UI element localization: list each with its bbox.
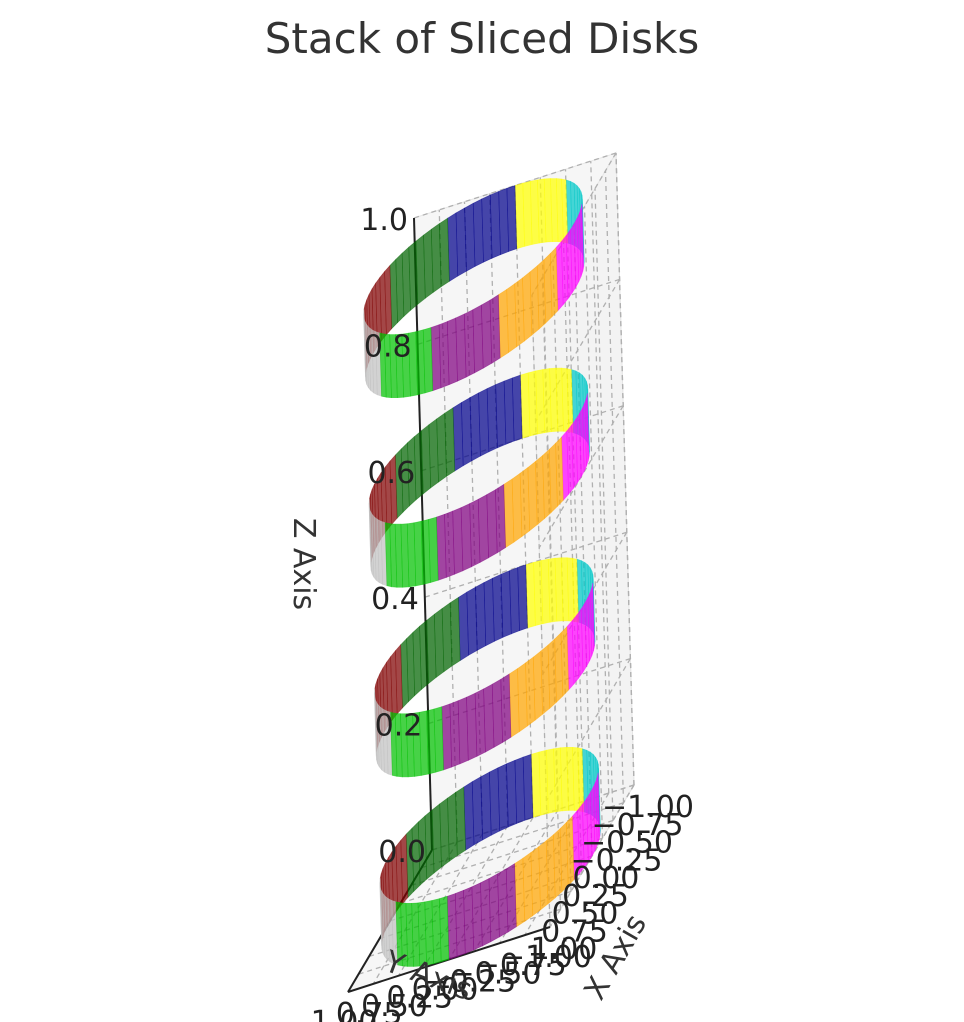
- tick-labels: 0.00.20.40.60.81.0−1.00−0.75−0.50−0.250.…: [311, 203, 694, 1022]
- z-axis-label: Z Axis: [286, 518, 321, 610]
- z-tick-label: 0.6: [367, 456, 415, 491]
- y-tick-label: −0.25: [424, 964, 516, 999]
- x-tick-label: 0.25: [562, 879, 629, 914]
- z-tick-label: 1.0: [360, 203, 408, 238]
- x-tick-label: 0.50: [552, 897, 619, 932]
- z-tick-label: 0.4: [371, 582, 419, 617]
- disk-slice: [394, 523, 404, 588]
- z-tick-label: 0.0: [378, 835, 426, 870]
- y-tick-label: −0.50: [450, 956, 542, 991]
- disk: [368, 367, 590, 588]
- grid-line-x-wall: [583, 206, 604, 839]
- x-tick-label: −0.50: [581, 826, 673, 861]
- disk: [363, 178, 585, 399]
- y-tick-label: −0.75: [475, 948, 567, 983]
- x-tick-label: −1.00: [602, 790, 694, 825]
- disk: [379, 746, 601, 967]
- chart-title: Stack of Sliced Disks: [265, 14, 700, 63]
- z-tick-label: 0.8: [364, 329, 412, 364]
- disk-slice: [400, 713, 409, 778]
- y-tick-label: 0.50: [361, 989, 428, 1022]
- grid-line-y-wall: [615, 152, 635, 786]
- disks-group: [363, 178, 601, 967]
- grid-line-x-wall: [594, 188, 614, 821]
- y-tick-label: 0.00: [412, 973, 479, 1008]
- disk-slice: [405, 902, 414, 967]
- x-tick-label: 0.75: [541, 914, 608, 949]
- grid-line-y-wall: [590, 161, 610, 794]
- y-tick-label: 0.75: [336, 997, 403, 1022]
- z-tick-label: 0.2: [375, 709, 423, 744]
- grid-line-x-wall: [604, 170, 625, 803]
- x-tick-label: 0.00: [573, 861, 640, 896]
- y-tick-label: 1.00: [311, 1005, 378, 1022]
- grid-line-x-wall: [573, 223, 593, 857]
- x-tick-label: 1.00: [531, 932, 598, 967]
- x-tick-label: −0.75: [592, 808, 684, 843]
- y-tick-label: 0.25: [386, 981, 453, 1016]
- x-tick-label: −0.25: [571, 843, 663, 878]
- grid-line-x-wall: [562, 241, 583, 874]
- y-tick-label: −1.00: [500, 940, 592, 975]
- disk-slice: [389, 334, 398, 399]
- disk: [374, 557, 596, 778]
